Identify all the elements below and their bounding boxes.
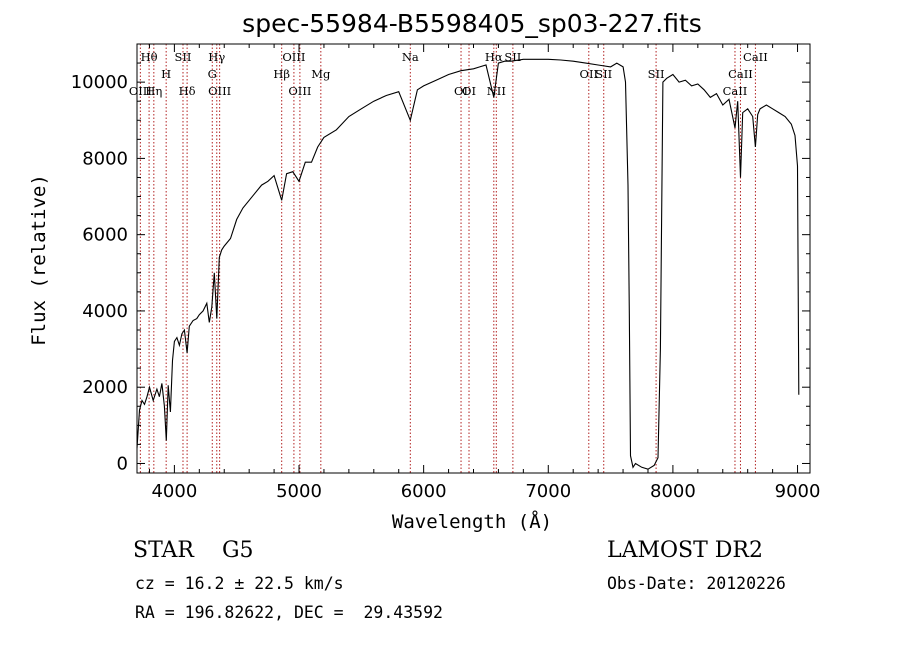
line-marker-label: OI bbox=[454, 84, 468, 98]
line-marker-label: H bbox=[161, 67, 171, 81]
x-tick-label: 6000 bbox=[401, 481, 447, 502]
line-marker-label: CaII bbox=[723, 84, 748, 98]
y-axis-label: Flux (relative) bbox=[28, 174, 50, 346]
line-marker-label: CaII bbox=[728, 67, 753, 81]
line-marker-label: OIII bbox=[208, 84, 231, 98]
line-marker-label: G bbox=[208, 67, 217, 81]
x-tick-label: 5000 bbox=[276, 481, 322, 502]
line-marker-label: Hβ bbox=[273, 67, 290, 81]
line-marker-label: OIII bbox=[282, 50, 305, 64]
survey-name: LAMOST DR2 bbox=[607, 538, 763, 563]
line-marker-label: OI bbox=[462, 84, 476, 98]
y-tick-label: 8000 bbox=[82, 148, 128, 169]
line-marker-label: Hη bbox=[145, 84, 162, 98]
y-tick-label: 2000 bbox=[82, 377, 128, 398]
coordinates: RA = 196.82622, DEC = 29.43592 bbox=[135, 603, 443, 622]
line-markers bbox=[139, 44, 756, 473]
line-marker-label: NII bbox=[487, 84, 506, 98]
line-marker-label: SII bbox=[648, 67, 665, 81]
line-marker-label: CaII bbox=[743, 50, 768, 64]
line-marker-labels: HθOIIIHηHSIIHδHγGOIIIOIIIHβOIIIMgNaOIOIH… bbox=[129, 50, 768, 98]
line-marker-label: Mg bbox=[311, 67, 331, 81]
line-marker-label: SII bbox=[175, 50, 192, 64]
x-axis-label: Wavelength (Å) bbox=[392, 510, 552, 533]
y-axis: 0 2000 4000 6000 8000 10000 bbox=[71, 62, 810, 474]
x-tick-label: 9000 bbox=[775, 481, 821, 502]
x-axis: 4000 5000 6000 7000 8000 9000 bbox=[148, 44, 821, 502]
y-tick-label: 0 bbox=[117, 453, 128, 474]
y-tick-label: 6000 bbox=[82, 225, 128, 246]
line-marker-label: Hδ bbox=[179, 84, 196, 98]
x-tick-label: 8000 bbox=[650, 481, 696, 502]
x-tick-label: 7000 bbox=[525, 481, 571, 502]
line-marker-label: Hγ bbox=[208, 50, 225, 64]
redshift-cz: cz = 16.2 ± 22.5 km/s bbox=[135, 574, 344, 593]
x-tick-label: 4000 bbox=[151, 481, 197, 502]
line-marker-label: SII bbox=[504, 50, 521, 64]
line-marker-label: OII bbox=[580, 67, 599, 81]
line-marker-label: Na bbox=[402, 50, 419, 64]
line-marker-label: SII bbox=[595, 67, 612, 81]
line-marker-label: OIII bbox=[129, 84, 152, 98]
spectrum-series bbox=[136, 58, 800, 470]
object-class: STAR G5 bbox=[133, 538, 254, 563]
y-tick-label: 4000 bbox=[82, 301, 128, 322]
observation-date: Obs-Date: 20120226 bbox=[607, 574, 786, 593]
line-marker-label: OIII bbox=[288, 84, 311, 98]
plot-frame bbox=[136, 43, 811, 474]
y-tick-label: 10000 bbox=[71, 72, 128, 93]
chart-title: spec-55984-B5598405_sp03-227.fits bbox=[242, 9, 702, 38]
line-marker-label: Hα bbox=[485, 50, 503, 64]
line-marker-label: Hθ bbox=[141, 50, 158, 64]
